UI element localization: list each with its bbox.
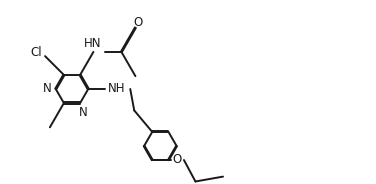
- Text: N: N: [43, 82, 52, 95]
- Text: NH: NH: [108, 82, 125, 95]
- Text: HN: HN: [84, 37, 101, 50]
- Text: Cl: Cl: [30, 46, 42, 59]
- Text: O: O: [134, 16, 143, 29]
- Text: N: N: [79, 106, 88, 118]
- Text: O: O: [173, 153, 182, 166]
